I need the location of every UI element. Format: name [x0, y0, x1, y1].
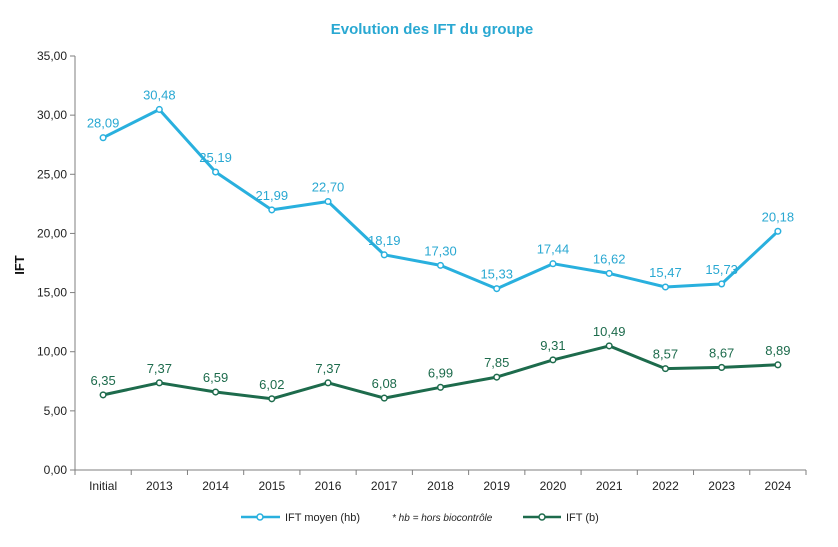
- data-point: [268, 395, 276, 403]
- data-label: 6,08: [372, 376, 397, 391]
- legend-marker-ift-moyen: [256, 513, 264, 521]
- data-point: [380, 251, 388, 259]
- data-label: 20,18: [762, 209, 795, 224]
- data-point: [605, 342, 613, 350]
- y-axis-title: IFT: [12, 255, 27, 275]
- data-label: 30,48: [143, 87, 176, 102]
- data-point: [774, 227, 782, 235]
- data-point: [212, 168, 220, 176]
- data-label: 15,33: [480, 267, 513, 282]
- data-point: [155, 105, 163, 114]
- legend-marker-ift-b: [538, 513, 546, 521]
- data-point: [212, 388, 220, 396]
- x-tick-label: Initial: [89, 479, 117, 493]
- x-tick-label: 2014: [202, 479, 229, 493]
- y-tick-label: 10,00: [37, 345, 67, 359]
- data-label: 21,99: [256, 188, 289, 203]
- data-point: [324, 379, 332, 387]
- x-tick-label: 2024: [765, 479, 792, 493]
- data-label: 8,67: [709, 345, 734, 360]
- data-point: [380, 394, 388, 402]
- y-tick-label: 25,00: [37, 167, 67, 181]
- y-tick-label: 30,00: [37, 108, 67, 122]
- data-label: 8,89: [765, 343, 790, 358]
- data-label: 9,31: [540, 338, 565, 353]
- data-point: [324, 197, 332, 206]
- data-point: [549, 356, 557, 364]
- y-tick-label: 35,00: [37, 49, 67, 63]
- x-tick-label: 2017: [371, 479, 398, 493]
- data-label: 25,19: [199, 150, 232, 165]
- data-label: 7,37: [315, 361, 340, 376]
- data-label: 18,19: [368, 233, 401, 248]
- data-point: [99, 134, 107, 142]
- data-label: 28,09: [87, 116, 120, 131]
- data-point: [493, 285, 501, 293]
- legend: IFT moyen (hb) * hb = hors biocontrôle I…: [241, 512, 599, 524]
- series-layer: 28,09 30,48 25,19 21,99 22,70 18,19 17,30 15,33…: [87, 87, 795, 403]
- data-label: 22,70: [312, 179, 345, 194]
- data-label: 17,44: [537, 242, 570, 257]
- data-label: 6,02: [259, 377, 284, 392]
- y-tick-label: 15,00: [37, 286, 67, 300]
- data-label: 6,35: [90, 373, 115, 388]
- x-tick-label: 2020: [540, 479, 567, 493]
- data-label: 10,49: [593, 324, 626, 339]
- data-point: [99, 391, 107, 399]
- legend-label-ift-b: IFT (b): [566, 512, 599, 524]
- data-label: 7,37: [147, 361, 172, 376]
- x-tick-label: 2016: [315, 479, 342, 493]
- data-point: [549, 260, 557, 268]
- data-point: [661, 283, 669, 291]
- data-label: 8,57: [653, 347, 678, 362]
- data-label: 17,30: [424, 243, 457, 258]
- data-label: 6,99: [428, 365, 453, 380]
- data-point: [605, 269, 613, 277]
- data-label: 15,47: [649, 265, 682, 280]
- legend-item-ift-b: IFT (b): [523, 512, 599, 524]
- legend-item-ift-moyen: IFT moyen (hb): [241, 512, 360, 524]
- data-label: 16,62: [593, 251, 626, 266]
- x-tick-label: 2023: [708, 479, 735, 493]
- data-point: [718, 280, 726, 288]
- data-label: 6,59: [203, 370, 228, 385]
- data-point: [436, 261, 445, 269]
- x-tick-label: 2013: [146, 479, 173, 493]
- x-tick-label: 2015: [258, 479, 285, 493]
- y-tick-label: 5,00: [44, 404, 68, 418]
- x-tick-label: 2022: [652, 479, 679, 493]
- data-point: [718, 363, 726, 371]
- x-tick-label: 2018: [427, 479, 454, 493]
- data-point: [268, 206, 276, 214]
- legend-note: * hb = hors biocontrôle: [392, 513, 493, 524]
- x-axis: Initial 2013 2014 2015 2016 2017 2018 2019 2020 2…: [74, 469, 807, 493]
- data-point: [155, 379, 163, 387]
- y-tick-label: 20,00: [37, 226, 67, 240]
- x-tick-label: 2021: [596, 479, 623, 493]
- data-point: [493, 373, 501, 381]
- y-tick-label: 0,00: [44, 463, 68, 477]
- x-tick-label: 2019: [483, 479, 510, 493]
- data-label: 15,73: [705, 262, 738, 277]
- legend-label-ift-moyen: IFT moyen (hb): [285, 512, 360, 524]
- data-point: [774, 361, 782, 369]
- data-point: [661, 365, 669, 373]
- chart-title: Evolution des IFT du groupe: [331, 21, 534, 38]
- data-label: 7,85: [484, 355, 509, 370]
- data-point: [436, 383, 445, 391]
- y-axis: 0,00 5,00 10,00 15,00 20,00 25,00 30,00 35,00: [37, 49, 76, 477]
